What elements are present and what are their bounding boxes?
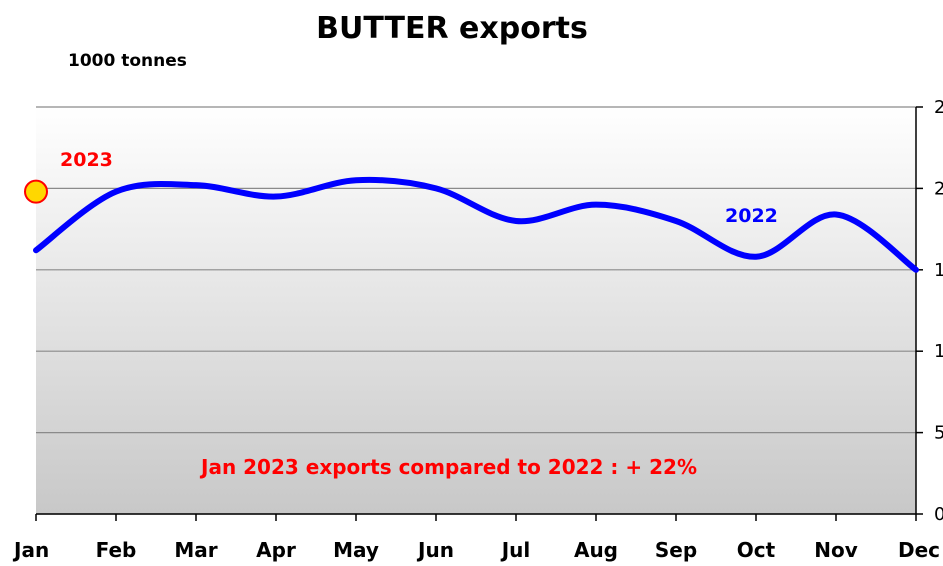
series-layer bbox=[24, 176, 919, 273]
x-tick-label: May bbox=[333, 538, 379, 562]
x-tick-label: Aug bbox=[574, 538, 618, 562]
y-tick-label: 5 bbox=[934, 423, 943, 444]
x-tick-label: Jan bbox=[12, 538, 49, 562]
x-tick-label: Feb bbox=[96, 538, 137, 562]
chart-title: BUTTER exports bbox=[316, 11, 588, 46]
x-tick-label: Apr bbox=[256, 538, 296, 562]
series-line-2022 bbox=[33, 176, 919, 273]
x-axis: Jan Feb Mar Apr May Jun Jul Aug Sep Oct Nov Dec bbox=[12, 513, 940, 562]
x-tick-label: Dec bbox=[898, 538, 940, 562]
legend-label-2022: 2022 bbox=[725, 205, 778, 227]
legend-label-2023: 2023 bbox=[60, 149, 113, 171]
unit-label: 1000 tonnes bbox=[68, 51, 187, 71]
y-tick-label: 1 bbox=[934, 260, 943, 281]
x-tick-label: Nov bbox=[814, 538, 858, 562]
x-tick-label: Mar bbox=[174, 538, 217, 562]
data-point-2023 bbox=[24, 179, 48, 204]
y-tick-label: 2 bbox=[934, 178, 943, 199]
y-tick-label: 1 bbox=[934, 341, 943, 362]
x-tick-label: Sep bbox=[655, 538, 697, 562]
y-axis: 0 5 1 1 2 2 bbox=[915, 97, 943, 525]
annotation: Jan 2023 exports compared to 2022 : + 22… bbox=[199, 455, 697, 479]
x-tick-label: Jul bbox=[500, 538, 531, 562]
plot-area bbox=[36, 107, 916, 514]
x-tick-label: Jun bbox=[416, 538, 454, 562]
x-tick-label: Oct bbox=[737, 538, 776, 562]
y-tick-label: 0 bbox=[934, 504, 943, 525]
y-tick-label: 2 bbox=[934, 97, 943, 118]
